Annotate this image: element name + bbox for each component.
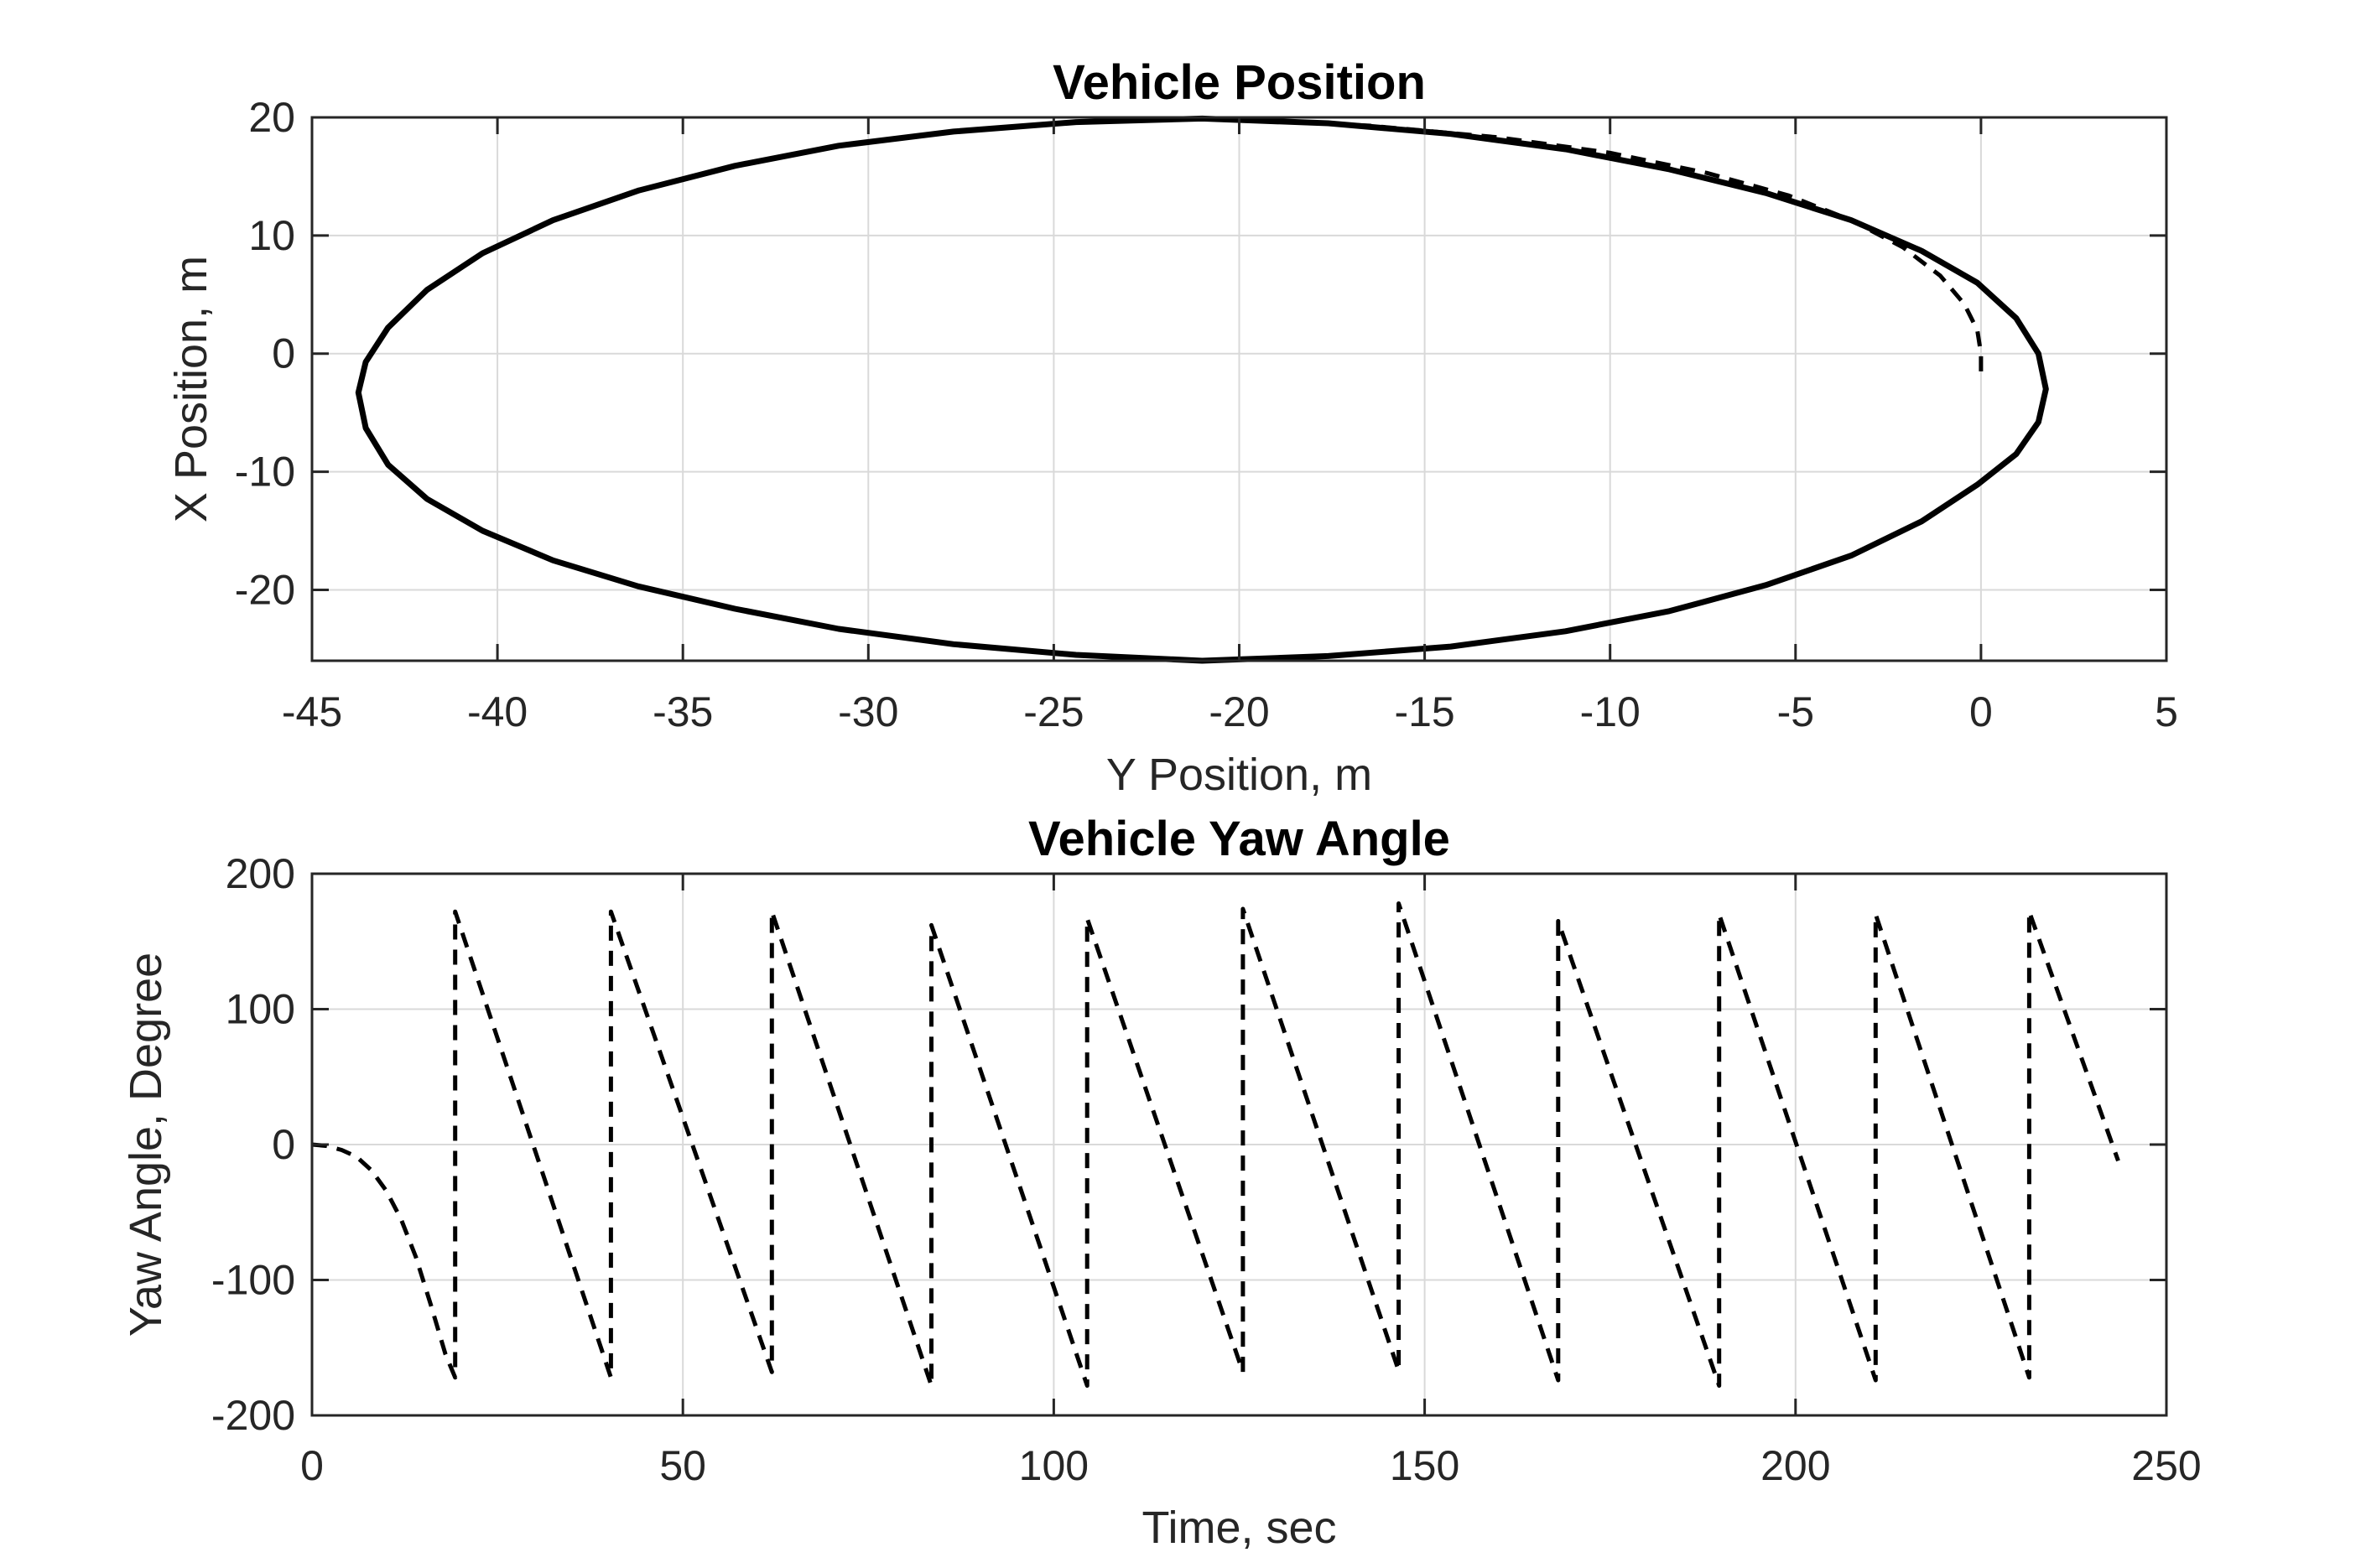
x-tick-label: -20 — [1209, 688, 1269, 735]
dashed-series-line — [1239, 117, 1984, 371]
x-axis-label: Time, sec — [1141, 1503, 1336, 1553]
chart-title: Vehicle Position — [1053, 55, 1426, 110]
y-tick-label: -100 — [211, 1257, 295, 1304]
x-tick-label: -30 — [838, 688, 898, 735]
x-tick-label: -5 — [1777, 688, 1814, 735]
x-tick-label: 200 — [1760, 1442, 1830, 1489]
y-tick-label: -200 — [211, 1392, 295, 1439]
y-tick-label: 0 — [272, 1121, 295, 1168]
y-axis-label: X Position, m — [166, 256, 216, 522]
solid-series-line — [355, 115, 2049, 664]
y-tick-label: 10 — [248, 212, 295, 259]
y-tick-label: 20 — [248, 94, 295, 141]
position-plot: -45 -40 -35 -30 -25 -20 -15 -10 -5 0 5 -20 -10 0 10 20 V… — [166, 55, 2178, 800]
x-tick-label: 0 — [300, 1442, 324, 1489]
y-tick-label: -20 — [235, 566, 295, 613]
x-tick-label: -45 — [282, 688, 342, 735]
chart-title: Vehicle Yaw Angle — [1028, 812, 1450, 866]
x-axis-label: Y Position, m — [1106, 750, 1372, 800]
x-tick-label: 250 — [2131, 1442, 2201, 1489]
y-tick-label: -10 — [235, 449, 295, 496]
yaw-angle-plot: 0 50 100 150 200 250 -200 -100 0 100 200 Vehicle Ya… — [121, 812, 2202, 1553]
x-tick-label: 0 — [1969, 688, 1993, 735]
y-tick-label: 100 — [226, 986, 295, 1033]
dashed-series-line — [311, 901, 2120, 1388]
x-tick-label: -15 — [1394, 688, 1454, 735]
y-axis-label: Yaw Angle, Degree — [121, 953, 171, 1337]
x-tick-label: -25 — [1023, 688, 1084, 735]
x-tick-label: 150 — [1390, 1442, 1459, 1489]
x-tick-label: -35 — [653, 688, 713, 735]
y-tick-label: 0 — [272, 330, 295, 377]
x-tick-label: -10 — [1580, 688, 1641, 735]
x-tick-label: 50 — [659, 1442, 706, 1489]
x-tick-label: 5 — [2155, 688, 2178, 735]
x-tick-label: -40 — [467, 688, 528, 735]
y-tick-label: 200 — [226, 850, 295, 897]
x-tick-label: 100 — [1019, 1442, 1089, 1489]
